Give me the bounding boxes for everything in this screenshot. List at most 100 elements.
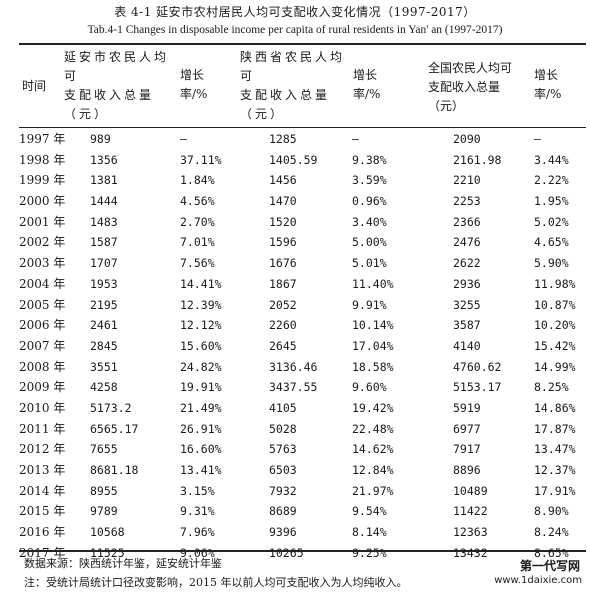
cell-yanan-income: 1953 (90, 276, 118, 291)
cell-yanan-growth: 4.56% (180, 194, 215, 209)
cell-shaanxi-income: 1676 (269, 256, 297, 271)
cell-yanan-income: 1707 (90, 256, 118, 271)
cell-yanan-growth: 19.91% (180, 380, 222, 395)
cell-shaanxi-income: 1456 (269, 173, 297, 188)
cell-yanan-growth: 24.82% (180, 359, 222, 374)
cell-yanan-growth: 12.12% (180, 318, 222, 333)
cell-china-income: 2622 (453, 256, 481, 271)
cell-yanan-income: 6565.17 (90, 421, 139, 436)
cell-yanan-growth: 9.06% (180, 545, 215, 560)
header-yanan-growth: 增长 率/% (180, 66, 207, 104)
header-yanan-line-3: 支配收入总量 (64, 88, 155, 102)
cell-yanan-growth: 7.96% (180, 525, 215, 540)
cell-china-growth: 14.99% (534, 359, 576, 374)
cell-china-income: 3587 (453, 318, 481, 333)
table-row: 2010 年 5173.2 21.49% 4105 19.42% 5919 14.86% (0, 398, 590, 419)
table-row: 2000 年 1444 4.56% 1470 0.96% 2253 1.95% (0, 191, 590, 212)
cell-yanan-income: 5173.2 (90, 400, 132, 415)
cell-year: 2009 年 (19, 380, 66, 395)
cell-year: 2000 年 (19, 194, 66, 209)
cell-shaanxi-income: 10265 (269, 545, 304, 560)
cell-china-growth: 8.65% (534, 545, 569, 560)
cell-china-growth: 2.22% (534, 173, 569, 188)
cell-china-income: 2936 (453, 276, 481, 291)
table-row: 1997 年 989 — 1285 — 2090 — (0, 129, 590, 150)
cell-china-income: 5153.17 (453, 380, 502, 395)
table-row: 1999 年 1381 1.84% 1456 3.59% 2210 2.22% (0, 170, 590, 191)
cell-china-income: 12363 (453, 525, 488, 540)
cell-yanan-income: 1381 (90, 173, 118, 188)
cell-china-growth: 8.90% (534, 504, 569, 519)
cell-shaanxi-growth: 9.54% (352, 504, 387, 519)
cell-china-growth: 14.86% (534, 400, 576, 415)
table-row: 2007 年 2845 15.60% 2645 17.04% 4140 15.42% (0, 336, 590, 357)
cell-china-growth: 11.98% (534, 276, 576, 291)
bottom-rule (19, 550, 586, 552)
cell-china-growth: 10.20% (534, 318, 576, 333)
table-row: 2004 年 1953 14.41% 1867 11.40% 2936 11.98% (0, 274, 590, 295)
header-growth-line-2: 率/% (180, 87, 208, 101)
watermark-url: www.1daixie.com (494, 575, 582, 586)
table-row: 2005 年 2195 12.39% 2052 9.91% 3255 10.87% (0, 295, 590, 316)
header-rule (19, 127, 586, 128)
cell-china-growth: 8.24% (534, 525, 569, 540)
cell-shaanxi-income: 5028 (269, 421, 297, 436)
cell-shaanxi-growth: 5.00% (352, 235, 387, 250)
header-shaanxi-line-2: 可 (240, 69, 256, 83)
table-row: 2008 年 3551 24.82% 3136.46 18.58% 4760.62 14.9… (0, 357, 590, 378)
cell-year: 2002 年 (19, 235, 66, 250)
cell-year: 2001 年 (19, 214, 66, 229)
cell-year: 2013 年 (19, 463, 66, 477)
cell-china-income: 6977 (453, 421, 481, 436)
table-body: 1997 年 989 — 1285 — 2090 — 1998 年 1356 37.11% 140… (0, 129, 590, 563)
table-row: 2012 年 7655 16.60% 5763 14.62% 7917 13.47% (0, 439, 590, 460)
header-shaanxi-growth: 增长 率/% (353, 66, 380, 104)
cell-year: 2010 年 (19, 400, 66, 415)
header-growth-line-1: 增长 (534, 68, 559, 82)
table-row: 2002 年 1587 7.01% 1596 5.00% 2476 4.65% (0, 232, 590, 253)
cell-yanan-growth: 7.56% (180, 256, 215, 271)
table-row: 2006 年 2461 12.12% 2260 10.14% 3587 10.20% (0, 315, 590, 336)
cell-china-growth: 10.87% (534, 297, 576, 312)
cell-shaanxi-income: 1520 (269, 214, 297, 229)
header-china-line-2: 支配收入总量 (428, 80, 501, 94)
header-yanan-line-4: （元） (64, 107, 110, 121)
cell-shaanxi-growth: 21.97% (352, 483, 394, 498)
table-row: 2009 年 4258 19.91% 3437.55 9.60% 5153.17 8.25% (0, 377, 590, 398)
cell-china-income: 7917 (453, 442, 481, 457)
cell-shaanxi-income: 1867 (269, 276, 297, 291)
header-shaanxi-line-1: 陕西省农民人均 (240, 50, 346, 64)
cell-yanan-growth: 16.60% (180, 442, 222, 457)
cell-yanan-income: 1444 (90, 194, 118, 209)
cell-china-growth: 5.02% (534, 214, 569, 229)
cell-shaanxi-income: 1596 (269, 235, 297, 250)
header-yanan-line-2: 可 (64, 69, 80, 83)
cell-shaanxi-growth: 3.59% (352, 173, 387, 188)
footnote: 注：受统计局统计口径改变影响，2015 年以前人均可支配收入为人均纯收入。 (24, 576, 408, 589)
cell-yanan-growth: — (180, 132, 187, 146)
cell-china-income: 4760.62 (453, 359, 502, 374)
cell-china-growth: 3.44% (534, 152, 569, 167)
header-china-line-1: 全国农民人均可 (428, 61, 513, 75)
header-china-line-3: （元） (428, 99, 465, 113)
table-row: 2001 年 1483 2.70% 1520 3.40% 2366 5.02% (0, 212, 590, 233)
watermark-name: 第一代写网 (519, 559, 580, 573)
cell-shaanxi-income: 2052 (269, 297, 297, 312)
cell-year: 2015 年 (19, 504, 66, 519)
cell-china-income: 2253 (453, 194, 481, 209)
cell-yanan-income: 10568 (90, 525, 125, 540)
cell-yanan-growth: 3.15% (180, 483, 215, 498)
cell-shaanxi-growth: 12.84% (352, 463, 394, 477)
cell-year: 2016 年 (19, 525, 66, 540)
cell-shaanxi-income: 6503 (269, 463, 297, 477)
cell-yanan-growth: 7.01% (180, 235, 215, 250)
cell-china-income: 2161.98 (453, 152, 502, 167)
cell-china-income: 10489 (453, 483, 488, 498)
table-row: 2011 年 6565.17 26.91% 5028 22.48% 6977 17.87% (0, 419, 590, 440)
cell-shaanxi-growth: 17.04% (352, 338, 394, 353)
cell-china-income: 11422 (453, 504, 488, 519)
cell-shaanxi-income: 8689 (269, 504, 297, 519)
cell-yanan-growth: 37.11% (180, 152, 222, 167)
cell-china-income: 2090 (453, 132, 481, 146)
cell-year: 2008 年 (19, 359, 66, 374)
